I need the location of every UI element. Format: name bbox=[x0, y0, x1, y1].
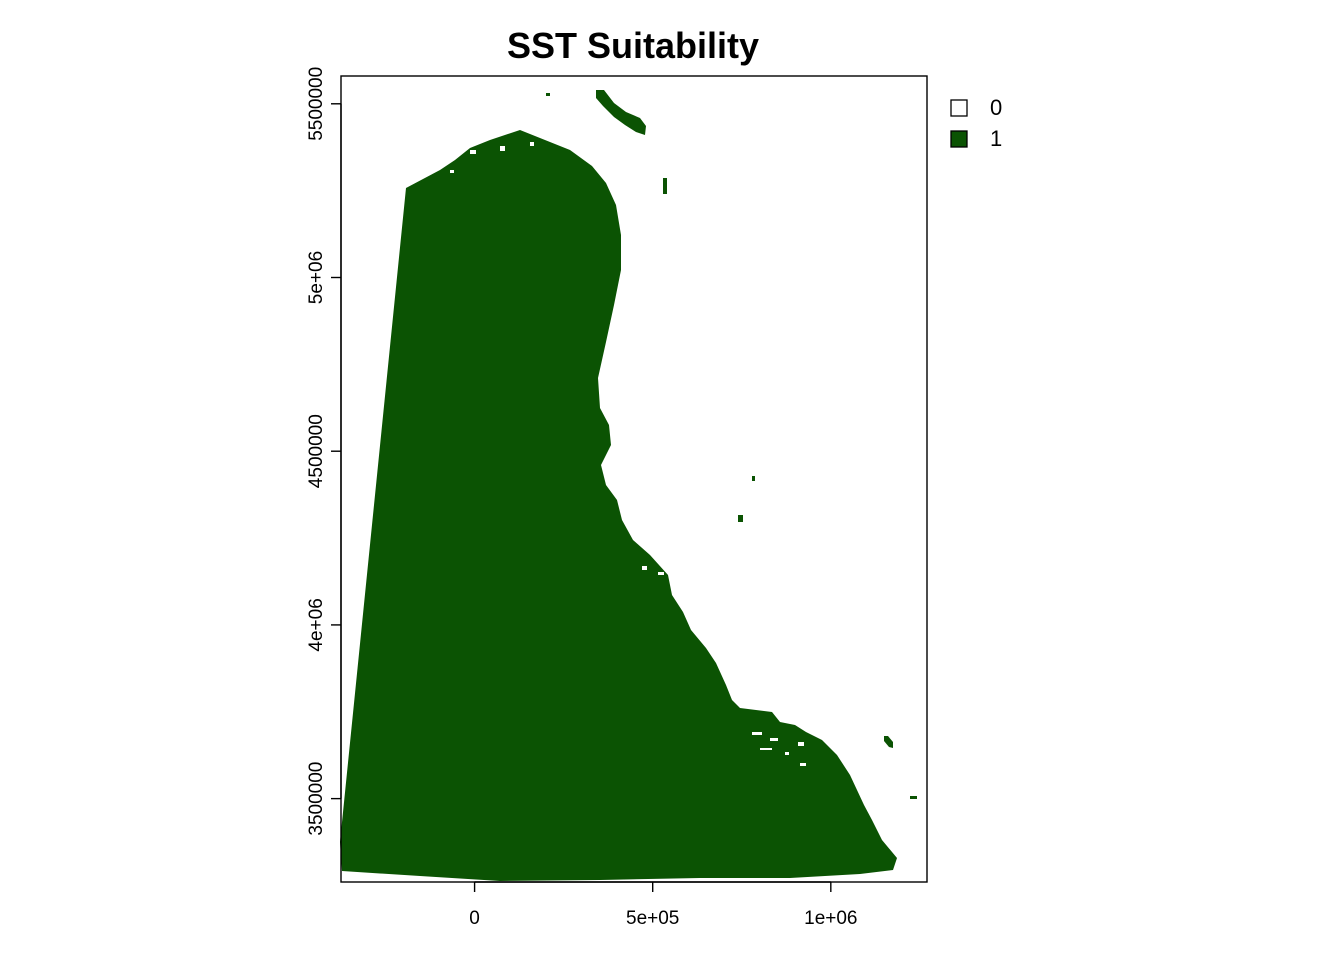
suitable-region-patch bbox=[546, 93, 550, 96]
unsuitable-pixel bbox=[800, 763, 806, 766]
map-title: SST Suitability bbox=[507, 25, 759, 66]
suitable-region-patch bbox=[752, 476, 755, 481]
y-tick-label: 4e+06 bbox=[306, 598, 327, 651]
suitable-region-patch bbox=[910, 796, 917, 799]
unsuitable-pixel bbox=[785, 752, 789, 755]
legend-label-0: 0 bbox=[990, 95, 1002, 120]
unsuitable-pixel bbox=[798, 742, 804, 746]
unsuitable-pixel bbox=[470, 150, 476, 154]
suitable-region-patch bbox=[884, 736, 893, 748]
suitable-region-patch bbox=[738, 515, 743, 522]
legend-swatch-1 bbox=[950, 130, 968, 148]
x-tick-label: 0 bbox=[469, 908, 480, 929]
unsuitable-pixel bbox=[500, 146, 505, 151]
y-tick-label: 4500000 bbox=[306, 414, 327, 488]
x-axis: 0 5e+05 1e+06 bbox=[469, 881, 858, 929]
unsuitable-pixel bbox=[642, 566, 647, 570]
unsuitable-pixel bbox=[760, 748, 772, 750]
unsuitable-pixel bbox=[770, 738, 778, 741]
unsuitable-pixel bbox=[658, 572, 664, 575]
x-tick-label: 1e+06 bbox=[804, 908, 857, 929]
suitable-region-patch bbox=[596, 90, 646, 135]
legend: 01 bbox=[950, 95, 1002, 151]
legend-swatch-0 bbox=[950, 99, 968, 117]
y-axis: 3500000 4e+06 4500000 5e+06 5500000 bbox=[306, 67, 342, 836]
y-tick-label: 5e+06 bbox=[306, 251, 327, 304]
suitable-region-patch bbox=[663, 178, 667, 194]
unsuitable-pixel bbox=[752, 732, 762, 735]
y-tick-label: 3500000 bbox=[306, 762, 327, 836]
unsuitable-pixel bbox=[530, 142, 534, 146]
legend-label-1: 1 bbox=[990, 126, 1002, 151]
y-tick-label: 5500000 bbox=[306, 67, 327, 141]
suitability-raster bbox=[340, 90, 917, 881]
unsuitable-pixel bbox=[450, 170, 454, 173]
suitable-region-main bbox=[340, 130, 897, 881]
x-tick-label: 5e+05 bbox=[626, 908, 679, 929]
